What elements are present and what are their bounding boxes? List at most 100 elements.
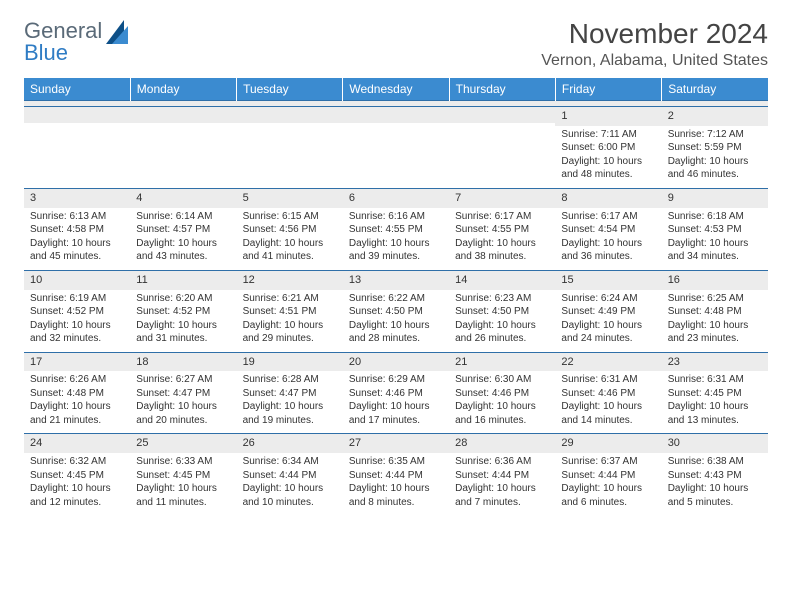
day-details: Sunrise: 6:23 AMSunset: 4:50 PMDaylight:… bbox=[455, 292, 549, 346]
sunrise-text: Sunrise: 6:21 AM bbox=[243, 292, 337, 306]
calendar-day-cell: 14 Sunrise: 6:23 AMSunset: 4:50 PMDayligh… bbox=[449, 270, 555, 352]
daylight2-text: and 8 minutes. bbox=[349, 496, 443, 510]
daylight2-text: and 39 minutes. bbox=[349, 250, 443, 264]
day-details: Sunrise: 6:29 AMSunset: 4:46 PMDaylight:… bbox=[349, 373, 443, 427]
daylight1-text: Daylight: 10 hours bbox=[243, 400, 337, 414]
day-details: Sunrise: 6:26 AMSunset: 4:48 PMDaylight:… bbox=[30, 373, 124, 427]
daylight1-text: Daylight: 10 hours bbox=[243, 237, 337, 251]
day-details: Sunrise: 6:31 AMSunset: 4:46 PMDaylight:… bbox=[561, 373, 655, 427]
day-number: 17 bbox=[24, 353, 130, 372]
sunrise-text: Sunrise: 6:16 AM bbox=[349, 210, 443, 224]
calendar-day-cell: 8Sunrise: 6:17 AMSunset: 4:54 PMDaylight… bbox=[555, 188, 661, 270]
daylight2-text: and 10 minutes. bbox=[243, 496, 337, 510]
day-number: 20 bbox=[343, 353, 449, 372]
sunset-text: Sunset: 4:46 PM bbox=[349, 387, 443, 401]
day-details: Sunrise: 7:12 AMSunset: 5:59 PMDaylight:… bbox=[668, 128, 762, 182]
sunset-text: Sunset: 5:59 PM bbox=[668, 141, 762, 155]
day-details: Sunrise: 6:31 AMSunset: 4:45 PMDaylight:… bbox=[668, 373, 762, 427]
calendar-week: 10Sunrise: 6:19 AMSunset: 4:52 PMDayligh… bbox=[24, 270, 768, 352]
day-details: Sunrise: 6:37 AMSunset: 4:44 PMDaylight:… bbox=[561, 455, 655, 509]
calendar-table: Sunday Monday Tuesday Wednesday Thursday… bbox=[24, 78, 768, 515]
day-number: 5 bbox=[237, 189, 343, 208]
calendar-day-cell: 12 Sunrise: 6:21 AMSunset: 4:51 PMDayligh… bbox=[237, 270, 343, 352]
sunset-text: Sunset: 4:50 PM bbox=[455, 305, 549, 319]
day-details: Sunrise: 6:17 AMSunset: 4:54 PMDaylight:… bbox=[561, 210, 655, 264]
day-number: 4 bbox=[130, 189, 236, 208]
calendar-day-cell: 10Sunrise: 6:19 AMSunset: 4:52 PMDayligh… bbox=[24, 270, 130, 352]
daylight2-text: and 26 minutes. bbox=[455, 332, 549, 346]
day-details: Sunrise: 6:14 AMSunset: 4:57 PMDaylight:… bbox=[136, 210, 230, 264]
day-number: 19 bbox=[237, 353, 343, 372]
daylight2-text: and 43 minutes. bbox=[136, 250, 230, 264]
day-details: Sunrise: 6:18 AMSunset: 4:53 PMDaylight:… bbox=[668, 210, 762, 264]
daylight1-text: Daylight: 10 hours bbox=[668, 482, 762, 496]
col-wednesday: Wednesday bbox=[343, 78, 449, 101]
day-details: Sunrise: 6:21 AMSunset: 4:51 PMDaylight:… bbox=[243, 292, 337, 346]
daylight1-text: Daylight: 10 hours bbox=[349, 237, 443, 251]
calendar-day-cell: 17Sunrise: 6:26 AMSunset: 4:48 PMDayligh… bbox=[24, 352, 130, 434]
sunset-text: Sunset: 4:52 PM bbox=[136, 305, 230, 319]
calendar-day-cell: 4 Sunrise: 6:14 AMSunset: 4:57 PMDaylight… bbox=[130, 188, 236, 270]
day-number: 15 bbox=[555, 271, 661, 290]
day-number: 10 bbox=[24, 271, 130, 290]
sunrise-text: Sunrise: 6:23 AM bbox=[455, 292, 549, 306]
daylight2-text: and 38 minutes. bbox=[455, 250, 549, 264]
calendar-header-row: Sunday Monday Tuesday Wednesday Thursday… bbox=[24, 78, 768, 101]
location-text: Vernon, Alabama, United States bbox=[541, 52, 768, 70]
daylight2-text: and 24 minutes. bbox=[561, 332, 655, 346]
calendar-day-cell bbox=[24, 107, 130, 189]
daylight2-text: and 16 minutes. bbox=[455, 414, 549, 428]
sunrise-text: Sunrise: 6:24 AM bbox=[561, 292, 655, 306]
day-details: Sunrise: 6:30 AMSunset: 4:46 PMDaylight:… bbox=[455, 373, 549, 427]
day-details: Sunrise: 6:27 AMSunset: 4:47 PMDaylight:… bbox=[136, 373, 230, 427]
calendar-body: 1Sunrise: 7:11 AMSunset: 6:00 PMDaylight… bbox=[24, 101, 768, 516]
daylight2-text: and 12 minutes. bbox=[30, 496, 124, 510]
sunset-text: Sunset: 4:45 PM bbox=[30, 469, 124, 483]
daylight1-text: Daylight: 10 hours bbox=[455, 482, 549, 496]
sunrise-text: Sunrise: 6:20 AM bbox=[136, 292, 230, 306]
sunrise-text: Sunrise: 6:37 AM bbox=[561, 455, 655, 469]
sunrise-text: Sunrise: 6:33 AM bbox=[136, 455, 230, 469]
sunrise-text: Sunrise: 6:31 AM bbox=[668, 373, 762, 387]
calendar-day-cell bbox=[449, 107, 555, 189]
calendar-day-cell: 6Sunrise: 6:16 AMSunset: 4:55 PMDaylight… bbox=[343, 188, 449, 270]
day-details: Sunrise: 6:22 AMSunset: 4:50 PMDaylight:… bbox=[349, 292, 443, 346]
day-number: 11 bbox=[130, 271, 236, 290]
day-details: Sunrise: 6:34 AMSunset: 4:44 PMDaylight:… bbox=[243, 455, 337, 509]
sunset-text: Sunset: 6:00 PM bbox=[561, 141, 655, 155]
col-monday: Monday bbox=[130, 78, 236, 101]
calendar-day-cell: 2Sunrise: 7:12 AMSunset: 5:59 PMDaylight… bbox=[662, 107, 768, 189]
calendar-day-cell: 16Sunrise: 6:25 AMSunset: 4:48 PMDayligh… bbox=[662, 270, 768, 352]
sunset-text: Sunset: 4:58 PM bbox=[30, 223, 124, 237]
month-title: November 2024 bbox=[541, 18, 768, 50]
daylight1-text: Daylight: 10 hours bbox=[136, 400, 230, 414]
daylight2-text: and 13 minutes. bbox=[668, 414, 762, 428]
day-number bbox=[24, 107, 130, 123]
day-number bbox=[130, 107, 236, 123]
daylight1-text: Daylight: 10 hours bbox=[561, 319, 655, 333]
daylight2-text: and 46 minutes. bbox=[668, 168, 762, 182]
day-number: 30 bbox=[662, 434, 768, 453]
calendar-day-cell: 13Sunrise: 6:22 AMSunset: 4:50 PMDayligh… bbox=[343, 270, 449, 352]
col-friday: Friday bbox=[555, 78, 661, 101]
sunset-text: Sunset: 4:46 PM bbox=[455, 387, 549, 401]
daylight2-text: and 19 minutes. bbox=[243, 414, 337, 428]
calendar-day-cell: 7Sunrise: 6:17 AMSunset: 4:55 PMDaylight… bbox=[449, 188, 555, 270]
day-number: 14 bbox=[449, 271, 555, 290]
sunrise-text: Sunrise: 6:27 AM bbox=[136, 373, 230, 387]
daylight1-text: Daylight: 10 hours bbox=[349, 319, 443, 333]
sunrise-text: Sunrise: 6:28 AM bbox=[243, 373, 337, 387]
calendar-day-cell: 24Sunrise: 6:32 AMSunset: 4:45 PMDayligh… bbox=[24, 434, 130, 515]
sunrise-text: Sunrise: 7:12 AM bbox=[668, 128, 762, 142]
sunrise-text: Sunrise: 6:38 AM bbox=[668, 455, 762, 469]
daylight1-text: Daylight: 10 hours bbox=[30, 482, 124, 496]
daylight2-text: and 17 minutes. bbox=[349, 414, 443, 428]
calendar-week: 3Sunrise: 6:13 AMSunset: 4:58 PMDaylight… bbox=[24, 188, 768, 270]
sunset-text: Sunset: 4:45 PM bbox=[136, 469, 230, 483]
calendar-day-cell: 3Sunrise: 6:13 AMSunset: 4:58 PMDaylight… bbox=[24, 188, 130, 270]
daylight1-text: Daylight: 10 hours bbox=[30, 319, 124, 333]
daylight1-text: Daylight: 10 hours bbox=[30, 400, 124, 414]
day-details: Sunrise: 6:28 AMSunset: 4:47 PMDaylight:… bbox=[243, 373, 337, 427]
day-number: 12 bbox=[237, 271, 343, 290]
col-tuesday: Tuesday bbox=[237, 78, 343, 101]
